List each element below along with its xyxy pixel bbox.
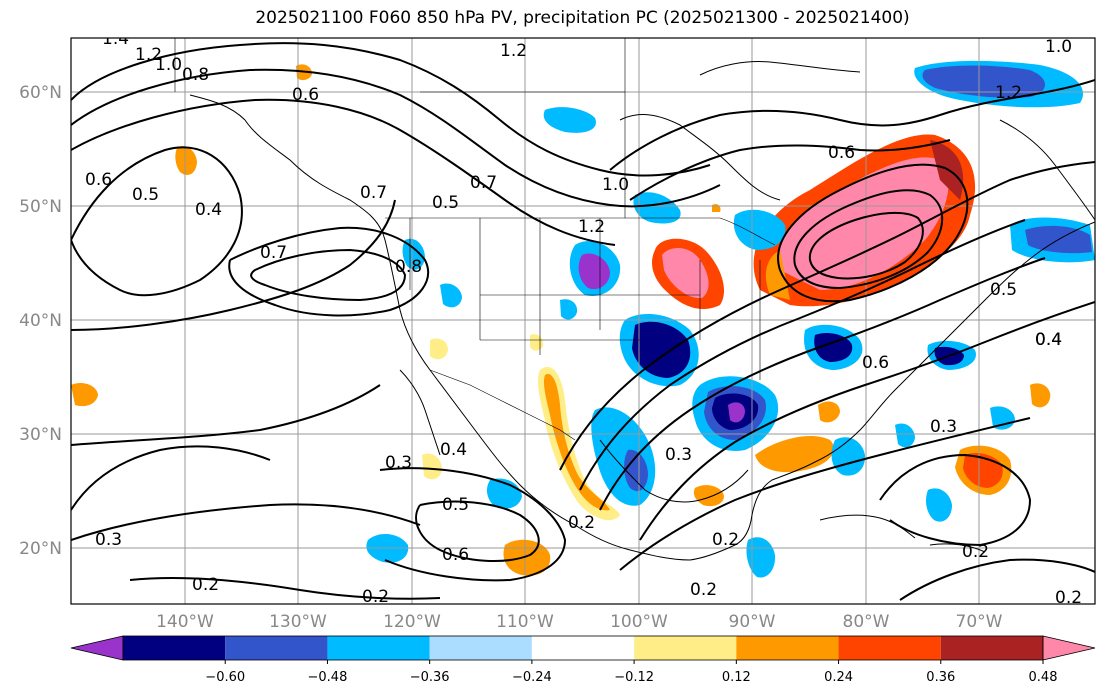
colorbar-frame bbox=[122, 635, 1044, 661]
lat-tick-label: 60°N bbox=[19, 83, 62, 103]
contour-labels: 1.4 1.2 1.0 0.8 1.2 0.6 0.6 0.5 0.4 0.7 … bbox=[85, 29, 1082, 608]
colorbar-tick-label: −0.24 bbox=[512, 670, 552, 685]
contour-label: 0.2 bbox=[962, 542, 989, 562]
map-gridlines bbox=[71, 38, 1095, 604]
contour-label: 0.2 bbox=[712, 530, 739, 550]
contour-label: 0.2 bbox=[1055, 588, 1082, 608]
colorbar-tick-label: −0.36 bbox=[410, 670, 450, 685]
contour-label: 0.6 bbox=[442, 545, 469, 565]
contour-label: 0.2 bbox=[192, 575, 219, 595]
contour-label: 0.3 bbox=[665, 445, 692, 465]
lon-tick-label: 100°W bbox=[610, 612, 668, 632]
map-plot-area: 1.4 1.2 1.0 0.8 1.2 0.6 0.6 0.5 0.4 0.7 … bbox=[71, 29, 1095, 608]
colorbar: −0.60 −0.48 −0.36 −0.24 −0.12 0.12 0.24 0.36 0.4… bbox=[70, 635, 1096, 685]
colorbar-tick-label: 0.24 bbox=[824, 670, 853, 685]
contour-label: 0.4 bbox=[1035, 330, 1062, 350]
contour-label: 0.4 bbox=[1035, 330, 1062, 350]
colorbar-swatch bbox=[634, 636, 737, 660]
longitude-axis: 140°W 130°W 120°W 110°W 100°W 90°W 80°W … bbox=[156, 612, 1003, 632]
colorbar-swatch bbox=[736, 636, 839, 660]
contour-label: 0.5 bbox=[432, 193, 459, 213]
contour-label: 0.7 bbox=[360, 183, 387, 203]
contour-label: 1.2 bbox=[500, 41, 527, 61]
lat-tick-label: 40°N bbox=[19, 311, 62, 331]
pv-contours bbox=[71, 42, 1095, 601]
contour-label: 0.3 bbox=[95, 530, 122, 550]
map-frame bbox=[70, 37, 1096, 605]
contour-label: 0.4 bbox=[195, 200, 222, 220]
contour-label: 0.2 bbox=[568, 513, 595, 533]
colorbar-tick-label: −0.12 bbox=[614, 670, 654, 685]
latitude-axis: 60°N 50°N 40°N 30°N 20°N bbox=[19, 83, 62, 559]
contour-label: 0.6 bbox=[862, 353, 889, 373]
colorbar-swatch bbox=[838, 636, 941, 660]
contour-label: 0.7 bbox=[260, 243, 287, 263]
contour-label: 0.6 bbox=[828, 143, 855, 163]
contour-label: 0.7 bbox=[470, 173, 497, 193]
colorbar-swatch bbox=[327, 636, 430, 660]
contour-label: 1.0 bbox=[1045, 37, 1072, 57]
lon-tick-label: 90°W bbox=[729, 612, 776, 632]
contour-label: 0.3 bbox=[930, 417, 957, 437]
coastlines bbox=[189, 61, 1095, 561]
contour-label: 1.0 bbox=[602, 175, 629, 195]
lon-tick-label: 140°W bbox=[156, 612, 214, 632]
contour-label: 0.2 bbox=[362, 587, 389, 607]
lon-tick-label: 70°W bbox=[956, 612, 1003, 632]
colorbar-swatch bbox=[429, 636, 532, 660]
contour-label: 1.0 bbox=[155, 55, 182, 75]
colorbar-tick-label: −0.60 bbox=[205, 670, 245, 685]
colorbar-extend-min bbox=[70, 635, 124, 661]
colorbar-swatch bbox=[225, 636, 328, 660]
contour-label: 0.8 bbox=[395, 257, 422, 277]
lon-tick-label: 110°W bbox=[496, 612, 554, 632]
colorbar-swatch bbox=[531, 636, 635, 660]
contour-label: 1.2 bbox=[578, 217, 605, 237]
political-borders bbox=[174, 38, 776, 441]
contour-label: 0.8 bbox=[182, 65, 209, 85]
map-title: 2025021100 F060 850 hPa PV, precipitatio… bbox=[255, 8, 910, 28]
lat-tick-label: 50°N bbox=[19, 197, 62, 217]
contour-label: 0.6 bbox=[292, 85, 319, 105]
lon-tick-label: 130°W bbox=[269, 612, 327, 632]
precipitation-shading bbox=[71, 60, 1095, 578]
contour-label: 0.2 bbox=[690, 580, 717, 600]
colorbar-swatch bbox=[123, 636, 226, 660]
contour-label: 1.4 bbox=[102, 29, 129, 49]
contour-label: 1.2 bbox=[995, 83, 1022, 103]
lon-tick-label: 120°W bbox=[383, 612, 441, 632]
lat-tick-label: 30°N bbox=[19, 425, 62, 445]
contour-label: 0.3 bbox=[385, 453, 412, 473]
contour-label: 0.6 bbox=[85, 170, 112, 190]
colorbar-swatch bbox=[940, 636, 1043, 660]
lon-tick-label: 80°W bbox=[843, 612, 890, 632]
contour-label: 0.4 bbox=[440, 440, 467, 460]
lat-tick-label: 20°N bbox=[19, 539, 62, 559]
contour-label: 0.5 bbox=[990, 280, 1017, 300]
colorbar-tick-label: 0.36 bbox=[926, 670, 955, 685]
colorbar-tick-label: 0.48 bbox=[1029, 670, 1058, 685]
contour-label: 0.5 bbox=[132, 185, 159, 205]
colorbar-tick-label: 0.12 bbox=[722, 670, 751, 685]
contour-label: 0.5 bbox=[442, 495, 469, 515]
contour-label: 1.2 bbox=[135, 45, 162, 65]
colorbar-tick-label: −0.48 bbox=[308, 670, 348, 685]
colorbar-extend-max bbox=[1042, 635, 1096, 661]
